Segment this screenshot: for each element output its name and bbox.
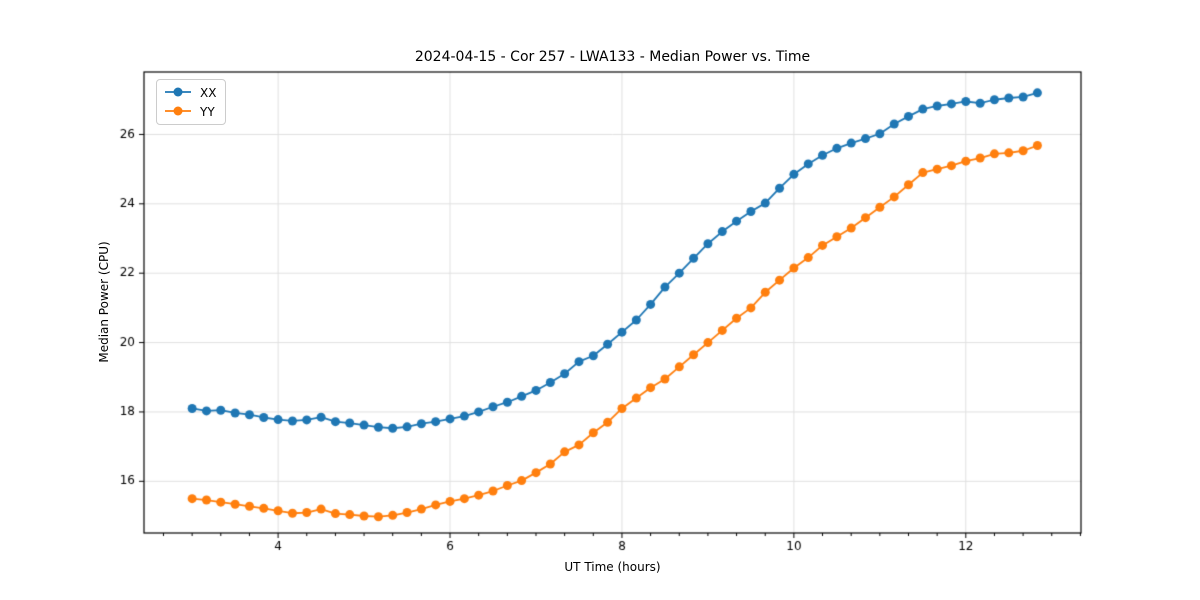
legend: XX YY xyxy=(156,79,227,125)
x-axis-label: UT Time (hours) xyxy=(564,560,661,574)
chart-title: 2024-04-15 - Cor 257 - LWA133 - Median P… xyxy=(414,49,811,65)
legend-item-xx: XX xyxy=(164,84,216,101)
legend-label-yy: YY xyxy=(200,104,215,119)
legend-line-marker-yy xyxy=(164,102,192,121)
legend-item-yy: YY xyxy=(164,103,216,120)
legend-line-marker-xx xyxy=(164,83,192,102)
legend-label-xx: XX xyxy=(200,85,217,100)
y-axis-label: Median Power (CPU) xyxy=(97,241,111,363)
